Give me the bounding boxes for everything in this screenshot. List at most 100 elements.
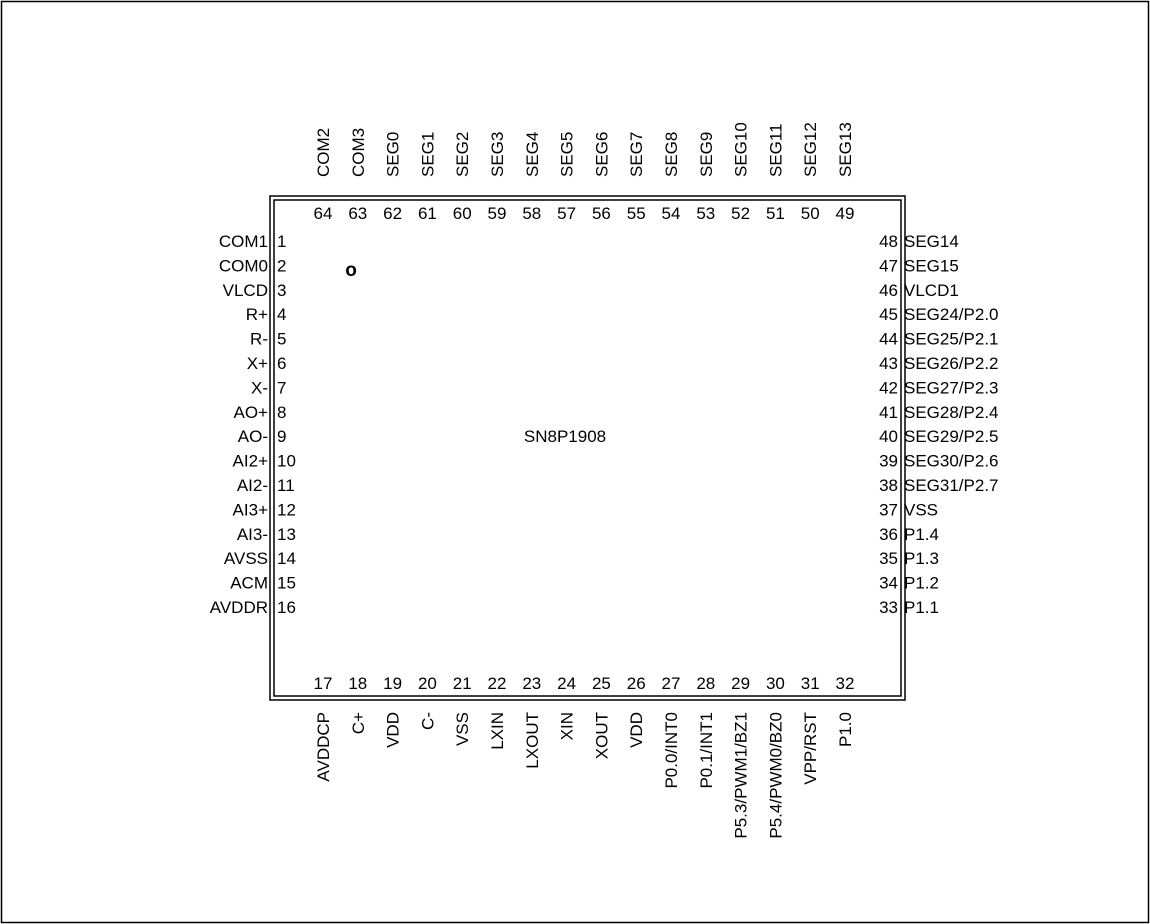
pin-number: 45 xyxy=(879,305,898,324)
pin-number: 18 xyxy=(348,674,367,693)
pin-name: SEG24/P2.0 xyxy=(904,305,999,324)
pin-name: COM2 xyxy=(314,128,333,177)
pin-name: AI2- xyxy=(237,476,268,495)
pin-name: AI2+ xyxy=(233,452,269,471)
pin-name: SEG8 xyxy=(662,132,681,177)
pin-name: SEG12 xyxy=(801,122,820,177)
pin-name: P1.3 xyxy=(904,549,939,568)
pin-name: P1.4 xyxy=(904,525,939,544)
pin-number: 44 xyxy=(879,330,898,349)
pin-number: 25 xyxy=(592,674,611,693)
left-pin-group: COM1 1 COM0 2 VLCD 3 R+ 4 R- 5 X+ 6 X- 7 AO+ 8 AO- 9 AI2+ 1… xyxy=(210,232,296,617)
pin-number: 5 xyxy=(277,330,286,349)
pin-name: COM3 xyxy=(349,128,368,177)
pin-number: 49 xyxy=(836,204,855,223)
pin-number: 37 xyxy=(879,500,898,519)
pin-number: 47 xyxy=(879,256,898,275)
pin-number: 38 xyxy=(879,476,898,495)
pin-number: 39 xyxy=(879,452,898,471)
pin-number: 64 xyxy=(314,204,333,223)
pin-number: 4 xyxy=(277,305,286,324)
pin-name: VSS xyxy=(453,712,472,746)
pin-number: 48 xyxy=(879,232,898,251)
pin-number: 20 xyxy=(418,674,437,693)
pin-name: SEG26/P2.2 xyxy=(904,354,999,373)
pin-name: VLCD1 xyxy=(904,281,959,300)
bottom-pin-group: 17 AVDDCP 18 C+ 19 VDD 20 C- 21 VSS 22 LXIN 23 LXOUT 2… xyxy=(314,674,855,839)
pin-number: 15 xyxy=(277,574,296,593)
pin-number: 3 xyxy=(277,281,286,300)
pin-number: 56 xyxy=(592,204,611,223)
pin1-marker: o xyxy=(345,260,357,281)
pin-number: 2 xyxy=(277,256,286,275)
pin-name: P0.0/INT0 xyxy=(662,712,681,789)
pin-number: 32 xyxy=(836,674,855,693)
pin-number: 24 xyxy=(557,674,576,693)
pin-name: VDD xyxy=(384,712,403,748)
right-pin-group: 48 SEG14 47 SEG15 46 VLCD1 45 SEG24/P2.0 44 SEG25… xyxy=(879,232,998,617)
pin-number: 12 xyxy=(277,500,296,519)
pin-number: 6 xyxy=(277,354,286,373)
pin-number: 16 xyxy=(277,598,296,617)
pin-number: 13 xyxy=(277,525,296,544)
pin-name: SEG28/P2.4 xyxy=(904,403,999,422)
pin-number: 26 xyxy=(627,674,646,693)
pin-number: 29 xyxy=(731,674,750,693)
pin-name: LXOUT xyxy=(523,712,542,769)
pin-number: 34 xyxy=(879,574,898,593)
pin-name: VDD xyxy=(627,712,646,748)
pin-name: SEG3 xyxy=(488,132,507,177)
pin-name: P1.2 xyxy=(904,574,939,593)
pin-number: 1 xyxy=(277,232,286,251)
pin-number: 62 xyxy=(383,204,402,223)
pin-number: 55 xyxy=(627,204,646,223)
pin-name: AVDDR xyxy=(210,598,268,617)
pin-name: SEG2 xyxy=(453,132,472,177)
pin-name: SEG6 xyxy=(592,132,611,177)
pin-name: R+ xyxy=(246,305,268,324)
pin-name: AI3- xyxy=(237,525,268,544)
pin-number: 22 xyxy=(488,674,507,693)
pin-number: 41 xyxy=(879,403,898,422)
pin-name: VLCD xyxy=(223,281,268,300)
pin-number: 19 xyxy=(383,674,402,693)
pin-number: 52 xyxy=(731,204,750,223)
pin-number: 23 xyxy=(522,674,541,693)
pin-number: 42 xyxy=(879,378,898,397)
pin-name: P5.3/PWM1/BZ1 xyxy=(732,712,751,839)
pin-name: COM0 xyxy=(219,256,268,275)
pin-name: SEG14 xyxy=(904,232,959,251)
pin-name: X- xyxy=(251,378,268,397)
pin-name: SEG0 xyxy=(384,132,403,177)
pin-name: COM1 xyxy=(219,232,268,251)
pin-name: XIN xyxy=(558,712,577,740)
pin-name: C- xyxy=(418,712,437,730)
pin-number: 8 xyxy=(277,403,286,422)
pin-name: AO- xyxy=(238,427,268,446)
pin-number: 31 xyxy=(801,674,820,693)
pin-number: 14 xyxy=(277,549,296,568)
pin-name: SEG13 xyxy=(836,122,855,177)
pin-name: SEG7 xyxy=(627,132,646,177)
pin-name: SEG10 xyxy=(732,122,751,177)
pin-name: SEG1 xyxy=(418,132,437,177)
pin-name: P5.4/PWM0/BZ0 xyxy=(766,712,785,839)
chip-name: SN8P1908 xyxy=(524,427,606,446)
pin-name: LXIN xyxy=(488,712,507,750)
pin-name: SEG30/P2.6 xyxy=(904,452,999,471)
pin-number: 10 xyxy=(277,452,296,471)
pin-number: 35 xyxy=(879,549,898,568)
pin-name: XOUT xyxy=(592,712,611,759)
chip-package xyxy=(269,195,906,701)
pin-number: 7 xyxy=(277,378,286,397)
pin-number: 53 xyxy=(696,204,715,223)
pin-number: 60 xyxy=(453,204,472,223)
pin-name: SEG11 xyxy=(766,123,785,177)
pin-name: SEG15 xyxy=(904,256,959,275)
pin-number: 30 xyxy=(766,674,785,693)
pin-name: X+ xyxy=(247,354,268,373)
pin-number: 50 xyxy=(801,204,820,223)
